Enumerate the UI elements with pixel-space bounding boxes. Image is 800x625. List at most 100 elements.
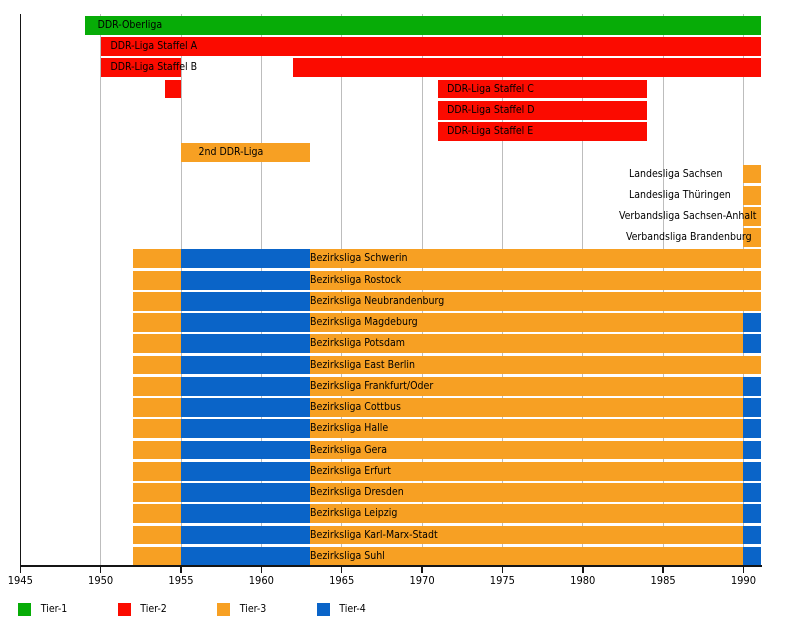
x-axis-tick <box>742 567 745 573</box>
x-axis-tick-label: 1985 <box>650 574 676 588</box>
row-label: 2nd DDR-Liga <box>198 146 264 159</box>
row-label: DDR-Oberliga <box>97 18 163 31</box>
bar-segment <box>743 398 762 417</box>
row-label: DDR-Liga Staffel B <box>110 61 198 74</box>
bar-segment <box>181 398 310 417</box>
bar-segment <box>438 79 648 99</box>
legend-label: Tier-1 <box>40 602 68 615</box>
row-label: Bezirksliga Suhl <box>310 549 385 562</box>
bar-segment <box>181 249 310 269</box>
row-label: Bezirksliga Cottbus <box>310 401 401 414</box>
x-axis-tick <box>260 567 263 573</box>
x-axis-tick-label: 1960 <box>248 574 274 588</box>
row-label: DDR-Liga Staffel E <box>447 125 534 138</box>
bar-segment <box>181 291 310 311</box>
bar-segment <box>164 79 181 99</box>
x-axis-tick <box>582 567 584 573</box>
bar-segment <box>309 546 744 566</box>
bar-segment <box>309 440 744 460</box>
x-axis-tick <box>99 567 102 573</box>
x-axis-tick <box>340 567 343 573</box>
row-label: Landesliga Sachsen <box>628 167 723 180</box>
row-label: DDR-Liga Staffel A <box>110 40 198 53</box>
row-label: Bezirksliga Erfurt <box>310 464 391 477</box>
bar-segment <box>132 291 181 311</box>
bar-segment <box>132 249 181 269</box>
bar-segment <box>309 334 744 354</box>
gridline-1975 <box>501 14 503 566</box>
bar-segment <box>132 313 181 332</box>
x-axis-line <box>19 565 762 568</box>
bar-segment <box>743 461 762 481</box>
gridline-1980 <box>582 14 584 566</box>
bar-segment <box>181 419 310 439</box>
bar-segment <box>181 376 310 396</box>
x-axis-tick-label: 1955 <box>168 574 194 588</box>
x-axis-tick-label: 1965 <box>329 574 355 588</box>
bar-segment <box>743 164 762 184</box>
bar-segment <box>743 334 762 354</box>
row-label: Bezirksliga Leipzig <box>310 507 398 520</box>
bar-segment <box>743 525 762 545</box>
row-label: Landesliga Thüringen <box>628 188 731 201</box>
row-label: Bezirksliga Karl-Marx-Stadt <box>310 528 438 541</box>
legend-swatch-tier4 <box>316 602 330 616</box>
bar-segment <box>309 355 762 375</box>
gridline-1955 <box>180 14 182 566</box>
x-axis-tick <box>19 567 22 573</box>
bar-segment <box>132 504 181 524</box>
bar-segment <box>181 525 310 545</box>
gridline-1985 <box>662 14 664 566</box>
bar-segment <box>181 440 310 460</box>
bar-segment <box>743 419 762 439</box>
bar-segment <box>309 398 744 417</box>
bar-segment <box>181 355 310 375</box>
legend-swatch-tier1 <box>18 602 32 616</box>
bar-segment <box>132 419 181 439</box>
bar-segment <box>84 15 762 35</box>
bar-segment <box>438 122 648 141</box>
bar-segment <box>181 270 310 290</box>
bar-segment <box>438 100 648 120</box>
x-axis-tick-label: 1970 <box>409 574 435 588</box>
row-label: Verbandsliga Brandenburg <box>625 231 752 244</box>
x-axis-tick-label: 1975 <box>489 574 515 588</box>
bar-segment <box>100 58 181 78</box>
bar-segment <box>132 461 181 481</box>
bar-segment <box>132 355 181 375</box>
bar-segment <box>309 504 744 524</box>
bar-segment <box>743 483 762 502</box>
x-axis-tick <box>180 567 182 573</box>
x-axis-tick-label: 1990 <box>730 574 757 588</box>
bar-segment <box>743 504 762 524</box>
bar-segment <box>743 207 762 226</box>
bar-segment <box>181 334 310 354</box>
bar-segment <box>181 143 310 163</box>
bar-segment <box>309 270 762 290</box>
gridline-1990 <box>742 14 744 566</box>
x-axis-tick <box>501 567 504 573</box>
row-label: Bezirksliga Halle <box>310 422 389 435</box>
bar-segment <box>132 525 181 545</box>
row-label: Bezirksliga Magdeburg <box>310 316 418 329</box>
bar-segment <box>293 58 762 78</box>
y-axis-line <box>19 14 22 568</box>
bar-segment <box>743 313 762 332</box>
bar-segment <box>181 504 310 524</box>
row-label: DDR-Liga Staffel C <box>447 82 534 95</box>
bar-segment <box>132 334 181 354</box>
x-axis-tick <box>662 567 664 573</box>
legend-label: Tier-4 <box>339 602 366 615</box>
bar-segment <box>132 440 181 460</box>
row-label: Bezirksliga Dresden <box>310 486 404 499</box>
bar-segment <box>309 483 744 502</box>
row-label: DDR-Liga Staffel D <box>447 103 535 116</box>
bar-segment <box>743 228 762 248</box>
gridline-1965 <box>341 14 343 566</box>
gridline-1970 <box>421 14 423 566</box>
x-axis-tick-label: 1980 <box>570 574 596 588</box>
gridline-1960 <box>260 14 262 566</box>
row-label: Bezirksliga Neubrandenburg <box>310 294 445 307</box>
legend-label: Tier-2 <box>140 602 167 615</box>
